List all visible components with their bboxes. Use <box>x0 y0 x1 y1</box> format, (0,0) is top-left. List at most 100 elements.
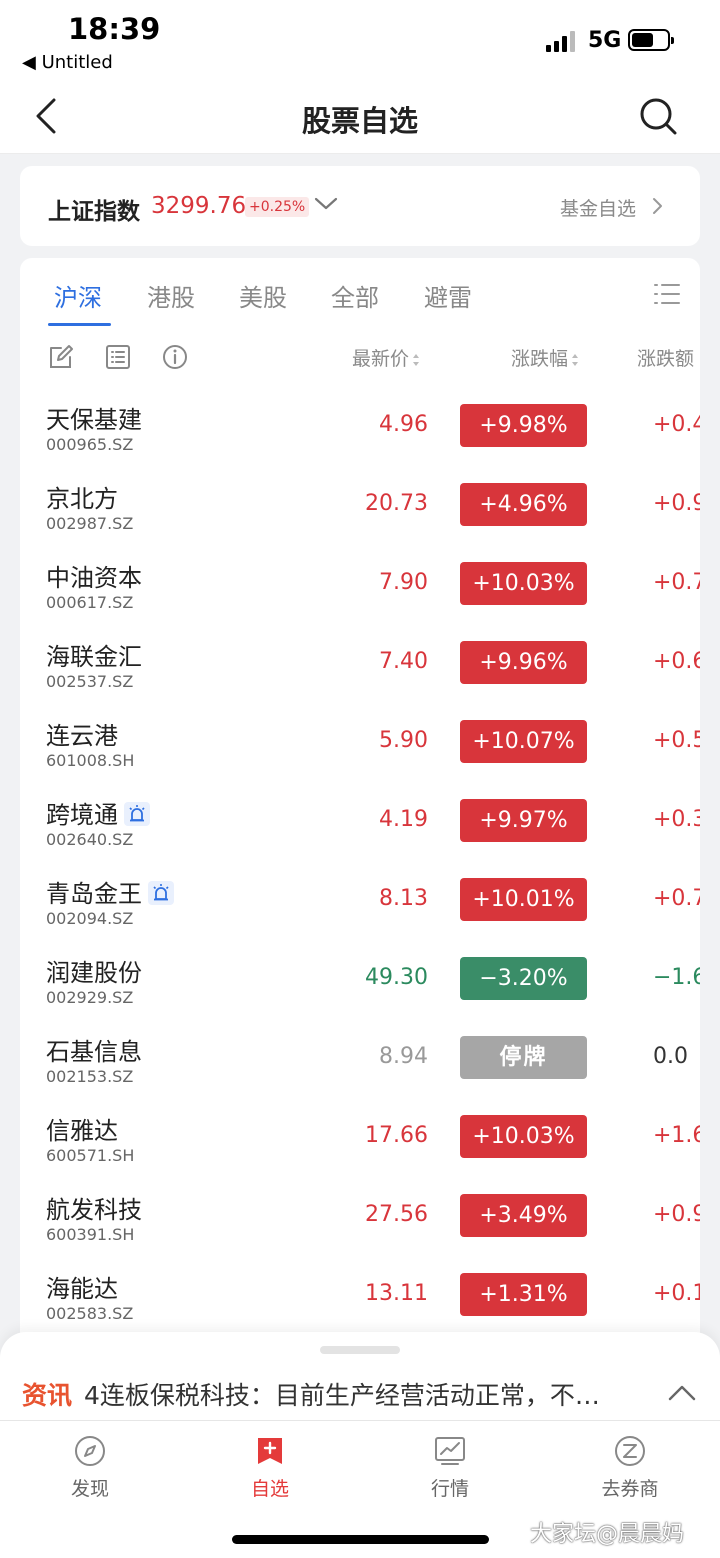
stock-name-text: 信雅达 <box>46 1117 118 1145</box>
stock-row[interactable]: 航发科技 600391.SH 27.56 +3.49% +0.9 <box>20 1190 700 1269</box>
tabbar-market[interactable]: 行情 <box>390 1435 510 1501</box>
change-percent-badge[interactable]: +9.98% <box>460 404 587 447</box>
stock-row[interactable]: 京北方 002987.SZ 20.73 +4.96% +0.9 <box>20 479 700 558</box>
stock-name: 润建股份 <box>46 953 142 988</box>
broker-icon <box>615 1436 645 1466</box>
stock-price: 13.11 <box>365 1281 428 1306</box>
news-sheet[interactable]: 资讯 4连板保税科技：目前生产经营活动正常，不… <box>0 1332 720 1420</box>
stock-code: 000617.SZ <box>46 593 134 612</box>
home-indicator[interactable] <box>232 1535 489 1544</box>
fund-watchlist-link[interactable]: 基金自选 <box>560 198 637 220</box>
index-name: 上证指数 <box>48 199 140 225</box>
stock-name-text: 中油资本 <box>46 564 142 592</box>
tabbar-watchlist[interactable]: 自选 <box>210 1435 330 1501</box>
change-percent-badge[interactable]: +9.97% <box>460 799 587 842</box>
tabbar-discover[interactable]: 发现 <box>30 1435 150 1501</box>
change-amount: +0.6 <box>653 649 700 674</box>
stock-row[interactable]: 连云港 601008.SH 5.90 +10.07% +0.5 <box>20 716 700 795</box>
index-value: 3299.76 <box>151 193 247 219</box>
stock-name-text: 航发科技 <box>46 1196 142 1224</box>
change-percent-badge[interactable]: 停牌 <box>460 1036 587 1079</box>
change-percent-badge[interactable]: +10.01% <box>460 878 587 921</box>
chevron-up-icon[interactable] <box>668 1384 696 1402</box>
status-bar: 18:39 ◀ Untitled 5G <box>0 0 720 80</box>
change-amount: +1.6 <box>653 1123 700 1148</box>
sort-icon <box>572 353 579 366</box>
alarm-icon[interactable] <box>148 881 174 905</box>
column-header-price[interactable]: 最新价 <box>352 344 420 371</box>
change-percent-badge[interactable]: +9.96% <box>460 641 587 684</box>
column-header-change-pct-label: 涨跌幅 <box>511 348 569 370</box>
change-percent-badge[interactable]: +10.03% <box>460 1115 587 1158</box>
change-percent-badge[interactable]: −3.20% <box>460 957 587 1000</box>
tab-all[interactable]: 全部 <box>331 284 379 312</box>
stock-row[interactable]: 天保基建 000965.SZ 4.96 +9.98% +0.4 <box>20 400 700 479</box>
stock-row[interactable]: 跨境通 002640.SZ 4.19 +9.97% +0.3 <box>20 795 700 874</box>
back-arrow-icon[interactable] <box>30 96 70 136</box>
stock-price: 4.96 <box>379 412 428 437</box>
stock-row[interactable]: 海联金汇 002537.SZ 7.40 +9.96% +0.6 <box>20 637 700 716</box>
index-summary-card[interactable]: 上证指数 3299.76 +0.25% 基金自选 <box>20 166 700 246</box>
edit-icon[interactable] <box>48 344 74 370</box>
change-percent-badge[interactable]: +10.03% <box>460 562 587 605</box>
alarm-icon[interactable] <box>124 802 150 826</box>
chart-icon <box>435 1437 465 1465</box>
change-percent-badge[interactable]: +3.49% <box>460 1194 587 1237</box>
stock-price: 7.40 <box>379 649 428 674</box>
stock-name: 信雅达 <box>46 1111 118 1146</box>
navigation-bar: 股票自选 <box>0 80 720 154</box>
change-amount: 0.0 <box>653 1044 688 1069</box>
change-amount: +0.7 <box>653 886 700 911</box>
stock-code: 600571.SH <box>46 1146 135 1165</box>
change-amount: +0.9 <box>653 1202 700 1227</box>
chevron-right-icon[interactable] <box>652 197 664 215</box>
news-headline[interactable]: 4连板保税科技：目前生产经营活动正常，不… <box>84 1381 600 1410</box>
tab-us-stocks[interactable]: 美股 <box>239 284 287 312</box>
stock-row[interactable]: 石基信息 002153.SZ 8.94 停牌 0.0 <box>20 1032 700 1111</box>
stock-name-text: 跨境通 <box>46 801 118 829</box>
tab-avoid-risk[interactable]: 避雷 <box>424 284 472 312</box>
stock-name-text: 京北方 <box>46 485 118 513</box>
stock-name: 连云港 <box>46 716 118 751</box>
change-amount: +0.3 <box>653 807 700 832</box>
stock-row[interactable]: 海能达 002583.SZ 13.11 +1.31% +0.1 <box>20 1269 700 1348</box>
change-percent-badge[interactable]: +1.31% <box>460 1273 587 1316</box>
stock-code: 002929.SZ <box>46 988 134 1007</box>
chevron-down-icon[interactable] <box>314 194 338 214</box>
stock-name: 中油资本 <box>46 558 142 593</box>
column-header-change-pct[interactable]: 涨跌幅 <box>511 344 579 371</box>
stock-price: 5.90 <box>379 728 428 753</box>
stock-name: 京北方 <box>46 479 118 514</box>
list-view-icon[interactable] <box>105 344 131 370</box>
change-percent-badge[interactable]: +4.96% <box>460 483 587 526</box>
stock-name-text: 海联金汇 <box>46 643 142 671</box>
stock-name: 海联金汇 <box>46 637 142 672</box>
column-header-price-label: 最新价 <box>352 348 410 370</box>
tabbar-label: 自选 <box>250 1478 289 1500</box>
stock-price: 4.19 <box>379 807 428 832</box>
list-menu-icon[interactable] <box>653 282 681 306</box>
sheet-drag-handle[interactable] <box>320 1346 400 1354</box>
change-percent-badge[interactable]: +10.07% <box>460 720 587 763</box>
stock-price: 27.56 <box>365 1202 428 1227</box>
tabbar-broker[interactable]: 去券商 <box>570 1435 690 1501</box>
stock-code: 002094.SZ <box>46 909 134 928</box>
back-to-app-link[interactable]: ◀ Untitled <box>22 52 113 73</box>
stock-row[interactable]: 信雅达 600571.SH 17.66 +10.03% +1.6 <box>20 1111 700 1190</box>
stock-row[interactable]: 润建股份 002929.SZ 49.30 −3.20% −1.6 <box>20 953 700 1032</box>
search-icon[interactable] <box>638 96 678 136</box>
stock-code: 600391.SH <box>46 1225 135 1244</box>
stock-name: 石基信息 <box>46 1032 142 1067</box>
stock-row[interactable]: 青岛金王 002094.SZ 8.13 +10.01% +0.7 <box>20 874 700 953</box>
tabbar-label: 行情 <box>430 1478 469 1500</box>
tab-hk-stocks[interactable]: 港股 <box>147 284 195 312</box>
stock-code: 002987.SZ <box>46 514 134 533</box>
column-header-change-amt[interactable]: 涨跌额 <box>637 348 695 370</box>
tab-hushen[interactable]: 沪深 <box>54 284 102 312</box>
stock-name-text: 海能达 <box>46 1275 118 1303</box>
info-icon[interactable] <box>162 344 188 370</box>
stock-row[interactable]: 中油资本 000617.SZ 7.90 +10.03% +0.7 <box>20 558 700 637</box>
stock-name-text: 青岛金王 <box>46 880 142 908</box>
stock-name-text: 连云港 <box>46 722 118 750</box>
watermark: 大家坛@晨晨妈 <box>530 1522 685 1547</box>
